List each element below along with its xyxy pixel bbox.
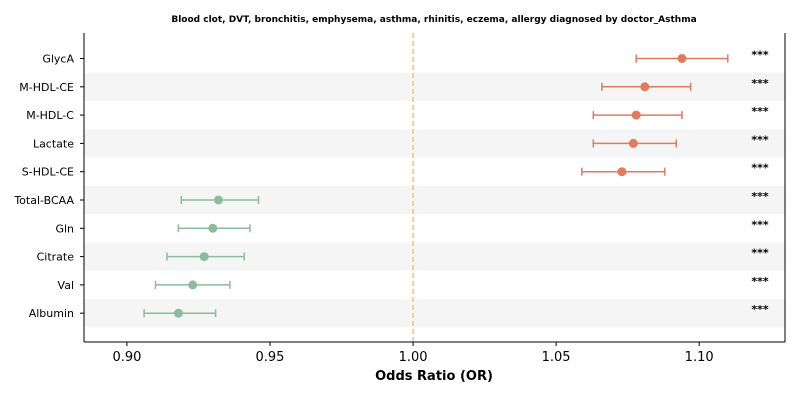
axes [83, 33, 786, 343]
or-point [188, 280, 198, 290]
chart-title: Blood clot, DVT, bronchitis, emphysema, … [171, 15, 696, 25]
row-band [84, 129, 785, 158]
or-point [631, 110, 641, 120]
forest-row: Lactate *** [33, 133, 769, 150]
or-point [628, 138, 638, 148]
forest-row: Citrate *** [37, 247, 769, 264]
significance-label: *** [751, 190, 769, 203]
or-point [640, 82, 650, 92]
row-label: M-HDL-C [26, 109, 74, 122]
significance-label: *** [751, 247, 769, 260]
significance-label: *** [751, 218, 769, 231]
forest-row: GlycA *** [42, 49, 769, 66]
x-tick-label: 0.90 [112, 350, 141, 365]
significance-label: *** [751, 133, 769, 146]
significance-label: *** [751, 77, 769, 90]
or-point [199, 252, 209, 262]
significance-label: *** [751, 275, 769, 288]
forest-row: M-HDL-C *** [26, 105, 769, 122]
row-label: Lactate [33, 137, 74, 150]
row-label: Albumin [29, 307, 74, 320]
forest-row: Total-BCAA *** [13, 190, 769, 207]
x-axis-label: Odds Ratio (OR) [375, 369, 493, 384]
forest-row: S-HDL-CE *** [22, 162, 769, 179]
or-point [213, 195, 223, 205]
forest-row: Gln *** [55, 218, 768, 235]
rows: GlycA ***M-HDL-CE ***M-HDL-C ***Lactate ***S… [13, 49, 769, 321]
x-tick-label: 0.95 [256, 350, 285, 365]
or-point [677, 54, 687, 63]
row-label: Total-BCAA [13, 194, 74, 207]
row-label: S-HDL-CE [22, 166, 74, 179]
significance-label: *** [751, 162, 769, 175]
forest-row: Val *** [58, 275, 769, 292]
significance-label: *** [751, 105, 769, 118]
x-tick-label: 1.10 [685, 350, 714, 365]
row-label: GlycA [42, 53, 74, 66]
forest-row: Albumin *** [29, 303, 769, 320]
row-label: M-HDL-CE [19, 81, 74, 94]
or-point [173, 308, 183, 318]
x-ticks: 0.90 0.95 1.00 1.05 1.10 [112, 342, 714, 365]
row-label: Gln [55, 222, 74, 235]
forest-row: M-HDL-CE *** [19, 77, 769, 94]
x-tick-label: 1.00 [399, 350, 428, 365]
significance-label: *** [751, 303, 769, 316]
row-label: Citrate [37, 251, 75, 264]
row-label: Val [58, 279, 74, 292]
significance-label: *** [751, 49, 769, 62]
x-tick-label: 1.05 [542, 350, 571, 365]
or-point [208, 223, 218, 233]
or-point [617, 167, 627, 177]
